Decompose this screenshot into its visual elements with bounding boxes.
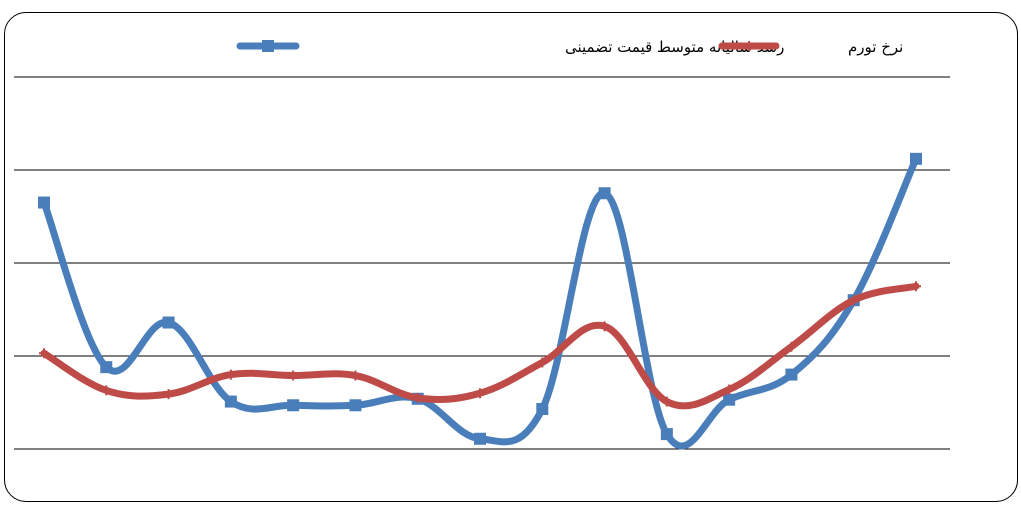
- series-line-growth: [40, 155, 920, 450]
- series-layer: [38, 152, 922, 450]
- data-point-marker: [660, 428, 673, 441]
- data-point-marker: [475, 388, 485, 399]
- data-point-marker: [661, 396, 672, 407]
- data-point-marker: [350, 370, 361, 381]
- data-point-marker: [724, 384, 735, 395]
- series-inflation: [39, 281, 921, 410]
- data-point-marker: [412, 392, 423, 403]
- legend-label-inflation: نرخ تورم: [848, 38, 903, 56]
- data-point-marker: [162, 316, 175, 329]
- data-point-marker: [38, 196, 50, 209]
- data-point-marker: [224, 395, 237, 408]
- chart-frame: [4, 12, 1018, 502]
- data-point-marker: [848, 295, 859, 306]
- data-point-marker: [723, 393, 736, 406]
- data-point-marker: [474, 432, 486, 445]
- series-growth: [38, 152, 922, 450]
- data-point-marker: [910, 152, 922, 165]
- data-point-marker: [786, 341, 797, 352]
- data-point-marker: [101, 385, 112, 396]
- legend: رشد سالیانه متوسط قیمت تضمینی نرخ تورم: [236, 38, 903, 56]
- legend-item-growth: رشد سالیانه متوسط قیمت تضمینی: [236, 38, 784, 56]
- data-point-marker: [288, 370, 299, 381]
- data-point-marker: [599, 321, 610, 332]
- data-point-marker: [163, 389, 174, 400]
- data-point-marker: [225, 369, 236, 380]
- data-point-marker: [537, 357, 548, 368]
- series-line-inflation: [40, 282, 920, 410]
- gridlines: [14, 76, 950, 450]
- data-point-marker: [287, 399, 300, 412]
- legend-item-inflation: نرخ تورم: [718, 38, 903, 56]
- data-point-marker: [536, 403, 549, 416]
- data-point-marker: [911, 281, 921, 292]
- data-point-marker: [39, 348, 49, 359]
- data-point-marker: [598, 187, 611, 200]
- data-point-marker: [100, 361, 113, 374]
- data-point-marker: [785, 368, 798, 381]
- data-point-marker: [349, 399, 362, 412]
